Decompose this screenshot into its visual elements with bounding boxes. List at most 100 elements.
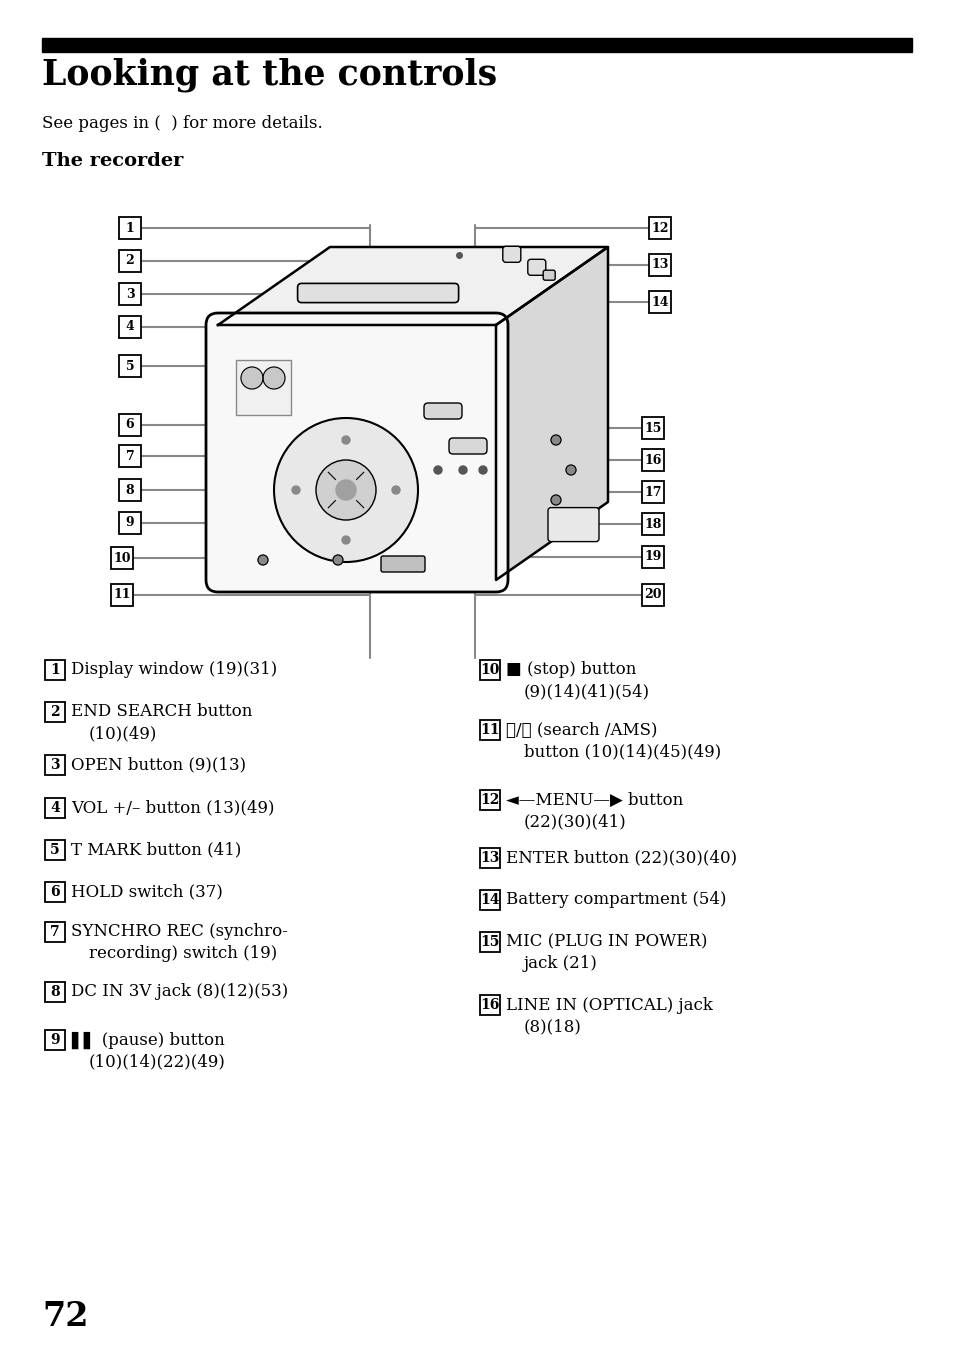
Text: VOL +/– button (13)(49): VOL +/– button (13)(49): [71, 799, 274, 816]
FancyBboxPatch shape: [449, 438, 486, 455]
Text: 13: 13: [651, 258, 668, 272]
Text: 5: 5: [51, 843, 60, 857]
Text: 72: 72: [42, 1301, 89, 1333]
Bar: [119, 414, 141, 436]
Text: ◄—MENU—▶ button: ◄—MENU—▶ button: [505, 791, 682, 808]
FancyBboxPatch shape: [380, 555, 424, 572]
FancyBboxPatch shape: [423, 404, 461, 420]
Text: Looking at the controls: Looking at the controls: [42, 58, 497, 93]
Text: 12: 12: [479, 794, 499, 807]
Text: 17: 17: [643, 486, 661, 499]
Text: ENTER button (22)(30)(40): ENTER button (22)(30)(40): [505, 850, 737, 866]
Bar: [479, 790, 499, 810]
Bar: [119, 217, 141, 239]
Text: 15: 15: [643, 421, 661, 434]
Circle shape: [551, 495, 560, 504]
Bar: [479, 932, 499, 952]
Text: 20: 20: [643, 589, 661, 601]
Text: 16: 16: [479, 998, 499, 1011]
Text: DC IN 3V jack (8)(12)(53): DC IN 3V jack (8)(12)(53): [71, 983, 288, 1001]
Bar: [119, 445, 141, 467]
Circle shape: [241, 367, 263, 389]
Text: 18: 18: [643, 518, 661, 530]
Text: HOLD switch (37): HOLD switch (37): [71, 884, 223, 901]
FancyBboxPatch shape: [206, 313, 507, 592]
Circle shape: [341, 537, 350, 543]
Bar: [45, 798, 65, 818]
Bar: [45, 982, 65, 1002]
Text: 14: 14: [479, 893, 499, 907]
Text: 8: 8: [51, 985, 60, 999]
Text: jack (21): jack (21): [523, 955, 598, 972]
Text: (22)(30)(41): (22)(30)(41): [523, 814, 626, 830]
Text: (10)(49): (10)(49): [89, 725, 157, 742]
Text: OPEN button (9)(13): OPEN button (9)(13): [71, 756, 246, 773]
Text: 3: 3: [126, 288, 134, 300]
Text: 1: 1: [51, 663, 60, 677]
Text: 5: 5: [126, 359, 134, 373]
Text: SYNCHRO REC (synchro-: SYNCHRO REC (synchro-: [71, 924, 288, 940]
Text: 8: 8: [126, 483, 134, 496]
Polygon shape: [218, 247, 607, 325]
Text: 4: 4: [51, 802, 60, 815]
Text: button (10)(14)(45)(49): button (10)(14)(45)(49): [523, 744, 720, 760]
Bar: [119, 250, 141, 272]
Bar: [119, 355, 141, 377]
Bar: [235, 360, 291, 416]
Circle shape: [434, 465, 441, 473]
Text: 12: 12: [651, 222, 668, 234]
Text: 1: 1: [126, 222, 134, 234]
Text: 7: 7: [126, 449, 134, 463]
Text: LINE IN (OPTICAL) jack: LINE IN (OPTICAL) jack: [505, 997, 712, 1014]
Text: (8)(18): (8)(18): [523, 1018, 581, 1036]
Circle shape: [274, 418, 417, 562]
Circle shape: [292, 486, 299, 494]
Text: Display window (19)(31): Display window (19)(31): [71, 662, 277, 678]
Bar: [479, 720, 499, 740]
FancyBboxPatch shape: [547, 507, 598, 542]
Circle shape: [551, 434, 560, 445]
Bar: [45, 755, 65, 775]
Circle shape: [315, 460, 375, 521]
FancyBboxPatch shape: [527, 260, 545, 276]
FancyBboxPatch shape: [502, 246, 520, 262]
Bar: [641, 482, 663, 503]
Bar: [648, 217, 670, 239]
Bar: [479, 660, 499, 681]
Bar: [479, 847, 499, 868]
Bar: [648, 254, 670, 276]
Text: ■ (stop) button: ■ (stop) button: [505, 662, 636, 678]
Polygon shape: [496, 247, 607, 580]
Bar: [641, 512, 663, 535]
Circle shape: [333, 555, 343, 565]
Bar: [42, 38, 911, 52]
Text: 7: 7: [51, 925, 60, 939]
Text: END SEARCH button: END SEARCH button: [71, 703, 253, 721]
Text: 14: 14: [651, 296, 668, 308]
Bar: [45, 1030, 65, 1050]
Text: 13: 13: [479, 851, 499, 865]
Circle shape: [392, 486, 399, 494]
Bar: [648, 291, 670, 313]
Text: (9)(14)(41)(54): (9)(14)(41)(54): [523, 683, 649, 701]
Text: ▌▌ (pause) button: ▌▌ (pause) button: [71, 1032, 225, 1049]
Bar: [45, 702, 65, 722]
Bar: [641, 546, 663, 568]
Bar: [45, 660, 65, 681]
Text: 11: 11: [479, 724, 499, 737]
Bar: [119, 512, 141, 534]
Bar: [45, 882, 65, 902]
FancyBboxPatch shape: [297, 284, 458, 303]
Circle shape: [263, 367, 285, 389]
Text: See pages in (  ) for more details.: See pages in ( ) for more details.: [42, 116, 322, 132]
Bar: [111, 584, 132, 607]
Text: 16: 16: [643, 453, 661, 467]
Text: 10: 10: [479, 663, 499, 677]
Text: 11: 11: [113, 589, 131, 601]
Bar: [641, 584, 663, 607]
Text: 6: 6: [126, 418, 134, 432]
Circle shape: [257, 555, 268, 565]
Bar: [641, 417, 663, 438]
Text: 9: 9: [126, 516, 134, 530]
Circle shape: [335, 480, 355, 500]
